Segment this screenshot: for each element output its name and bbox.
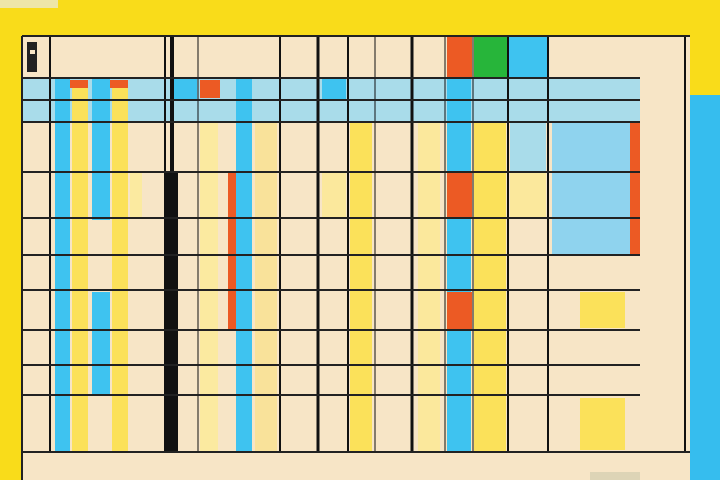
vertical-rule bbox=[197, 36, 199, 452]
color-column bbox=[322, 78, 346, 100]
color-column bbox=[255, 122, 277, 452]
accent-cell bbox=[630, 122, 640, 255]
color-column bbox=[447, 78, 471, 452]
vertical-rule bbox=[279, 36, 281, 452]
accent-cell bbox=[447, 292, 472, 330]
vertical-rule bbox=[347, 36, 349, 452]
corner-icon-cut bbox=[30, 50, 35, 54]
accent-cell bbox=[580, 398, 625, 450]
horizontal-rule bbox=[22, 217, 640, 219]
color-column bbox=[350, 122, 372, 452]
horizontal-rule bbox=[22, 289, 640, 291]
top-strip bbox=[0, 0, 58, 8]
accent-cell bbox=[110, 80, 128, 88]
accent-cell bbox=[580, 292, 625, 328]
vertical-rule bbox=[472, 36, 474, 452]
vertical-rule bbox=[684, 36, 686, 452]
color-column bbox=[510, 78, 546, 172]
vertical-rule bbox=[49, 36, 51, 452]
vertical-rule bbox=[507, 36, 509, 452]
horizontal-rule bbox=[22, 77, 640, 79]
vertical-rule bbox=[444, 36, 446, 452]
horizontal-rule bbox=[22, 121, 640, 123]
vertical-rule bbox=[316, 36, 320, 452]
color-column bbox=[200, 122, 218, 452]
horizontal-rule bbox=[22, 364, 640, 366]
horizontal-rule bbox=[22, 451, 690, 453]
color-column bbox=[418, 122, 440, 452]
color-column bbox=[130, 172, 142, 218]
accent-cell bbox=[200, 80, 220, 98]
horizontal-rule bbox=[22, 394, 640, 396]
footer-mark bbox=[590, 472, 640, 480]
color-column bbox=[228, 172, 236, 330]
color-column bbox=[72, 88, 88, 452]
accent-cell bbox=[447, 172, 472, 218]
color-column bbox=[474, 122, 506, 452]
accent-cell bbox=[447, 36, 472, 78]
horizontal-rule bbox=[22, 254, 640, 256]
horizontal-rule bbox=[22, 35, 690, 37]
outer-left-rule bbox=[21, 36, 23, 480]
header-gap bbox=[552, 36, 685, 78]
vertical-rule bbox=[410, 36, 414, 452]
color-column bbox=[172, 78, 197, 100]
horizontal-rule bbox=[22, 171, 640, 173]
color-column bbox=[510, 172, 546, 218]
horizontal-rule bbox=[22, 99, 640, 101]
accent-cell bbox=[474, 36, 507, 78]
horizontal-rule bbox=[22, 329, 640, 331]
corner-icon bbox=[27, 42, 37, 72]
color-column bbox=[112, 88, 128, 452]
accent-cell bbox=[70, 80, 88, 88]
thick-rule bbox=[164, 172, 178, 452]
vertical-rule bbox=[374, 36, 376, 452]
color-column bbox=[92, 292, 110, 395]
color-column bbox=[92, 78, 110, 220]
accent-cell bbox=[552, 122, 632, 255]
color-column bbox=[322, 172, 346, 218]
side-strip bbox=[690, 95, 720, 480]
vertical-rule bbox=[547, 36, 549, 452]
accent-cell bbox=[508, 36, 548, 78]
